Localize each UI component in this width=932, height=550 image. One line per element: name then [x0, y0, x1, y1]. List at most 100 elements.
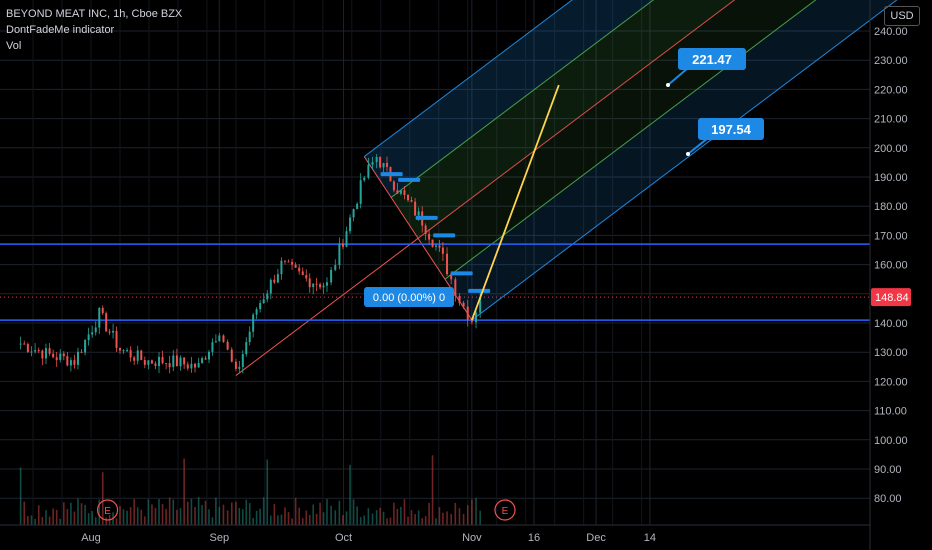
volume-bar [421, 518, 423, 525]
volume-bar [382, 511, 385, 525]
time-tick-label: 14 [644, 532, 656, 544]
candle-body [410, 200, 413, 202]
volume-bar [479, 510, 481, 525]
volume-bar [417, 510, 420, 525]
candle-body [352, 209, 355, 218]
target-low-callout[interactable] [698, 118, 764, 140]
volume-bar [363, 515, 366, 525]
candle-body [183, 357, 186, 365]
volume-bar [273, 504, 276, 525]
volume-bar [259, 508, 261, 525]
volume-bar [122, 509, 125, 525]
candle-body [34, 350, 37, 352]
earnings-label: E [502, 506, 509, 517]
steps-markers [380, 172, 491, 293]
candle-body [222, 335, 225, 342]
candle-body [431, 239, 434, 247]
volume-bar [115, 518, 118, 525]
measure-value: 0.00 (0.00%) 0 [373, 292, 445, 304]
candle-body [218, 335, 221, 342]
volume-bar [211, 517, 214, 525]
target-low-callout-pointer [687, 137, 709, 155]
candle-body [379, 157, 382, 168]
volume-bar [379, 507, 381, 525]
price-tick-label: 130.00 [874, 347, 908, 359]
pitchfork-tine[interactable] [444, 0, 932, 280]
candle-body [101, 307, 104, 314]
candle-body [325, 282, 328, 286]
candle-body [41, 350, 44, 359]
candle-body [315, 283, 318, 285]
indicator-label[interactable]: DontFadeMe indicator [6, 24, 115, 36]
last-price-tag[interactable] [871, 288, 911, 307]
price-axis[interactable]: 80.00 90.00 100.00 110.00 120.00 130.00 140.00… [869, 0, 911, 550]
volume-bar [230, 502, 233, 525]
candle-body [197, 363, 200, 368]
candle-body [458, 295, 461, 303]
price-tick-label: 140.00 [874, 318, 908, 330]
projection-line[interactable] [471, 84, 560, 321]
price-tick-label: 200.00 [874, 143, 908, 155]
time-tick-label: 16 [528, 532, 540, 544]
volume-bar [126, 510, 128, 525]
volume-bar [179, 508, 182, 525]
candle-body [76, 351, 79, 365]
volume-bar [62, 502, 65, 525]
candle-body [341, 243, 344, 247]
volume-bar [294, 497, 297, 525]
price-tick-label: 210.00 [874, 114, 908, 126]
volume-bar [301, 518, 304, 525]
volume-bar [165, 508, 167, 525]
price-tick-label: 120.00 [874, 376, 908, 388]
candle-body [407, 194, 410, 201]
candle-body [190, 363, 193, 369]
horizontal-levels[interactable] [0, 243, 870, 321]
projection-line[interactable] [471, 84, 560, 321]
currency-button[interactable]: USD [884, 6, 920, 26]
time-axis[interactable]: Aug Sep Oct Nov 16 Dec 14 [0, 524, 870, 544]
volume-bar [201, 505, 203, 525]
pitchfork-tine[interactable] [471, 0, 932, 321]
volume-bar [45, 510, 47, 525]
candle-body [273, 279, 276, 283]
volume-bar [305, 510, 308, 525]
pitchfork-tine[interactable] [417, 0, 932, 239]
symbol-title[interactable]: BEYOND MEAT INC, 1h, Cboe BZX [6, 8, 183, 20]
pitchfork-handle[interactable] [235, 237, 419, 376]
measure-label[interactable] [364, 287, 454, 307]
candle-body [30, 351, 33, 353]
earnings-marker[interactable] [494, 499, 516, 521]
candle-body [207, 351, 210, 360]
volume-bar [462, 513, 465, 525]
pitchfork-tine[interactable] [363, 0, 932, 157]
candle-body [186, 364, 189, 369]
candle-body [158, 356, 161, 367]
candle-body [52, 353, 55, 358]
candle-body [475, 312, 478, 323]
candles [19, 154, 482, 374]
candle-body [172, 355, 175, 368]
volume-bar [147, 499, 150, 525]
candle-body [276, 274, 279, 283]
volume-bar [154, 508, 157, 525]
annotations[interactable]: E E 221.47 197.54 0.00 (0.00%) 0 [96, 48, 764, 521]
candle-body [322, 285, 325, 288]
candle-body [87, 334, 90, 341]
pitchfork-band [444, 0, 897, 321]
volume-label[interactable]: Vol [6, 40, 22, 52]
candle-body [143, 360, 146, 365]
volume-bar [30, 515, 33, 525]
volume-bar [101, 472, 104, 525]
candle-body [441, 247, 444, 254]
volume-bar [186, 501, 189, 525]
earnings-marker[interactable] [96, 499, 119, 521]
target-high-callout[interactable] [678, 48, 746, 70]
candle-body [312, 283, 315, 288]
volume-bar [450, 513, 452, 525]
price-tick-label: 170.00 [874, 230, 908, 242]
price-tick-label: 90.00 [874, 464, 902, 476]
pitchfork-tine[interactable] [390, 0, 932, 198]
time-tick-label: Oct [335, 532, 352, 544]
volume-bar [308, 514, 311, 525]
